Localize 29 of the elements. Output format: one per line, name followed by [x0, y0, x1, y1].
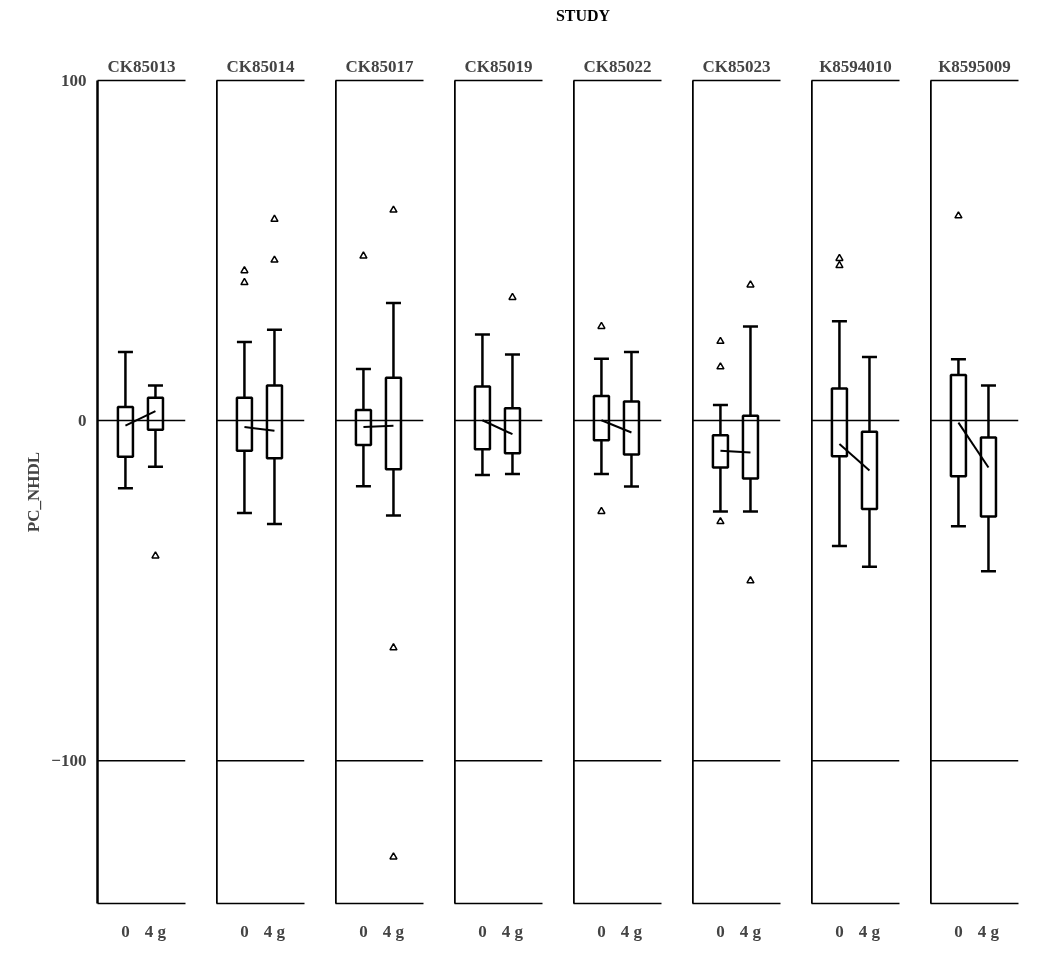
y-axis-title: PC_NHDL: [24, 451, 44, 533]
y-tick-label: 100: [61, 71, 87, 90]
x-tick-label: 4 g: [620, 921, 643, 941]
y-tick-label: 0: [78, 411, 87, 431]
x-tick-label: 0: [716, 921, 725, 941]
x-tick-label: 4 g: [144, 921, 167, 941]
chart-title: K8594010: [819, 56, 892, 76]
x-tick-label: 0: [121, 921, 130, 941]
y-tick-label: −100: [51, 751, 87, 771]
x-tick-label: 4 g: [858, 921, 881, 941]
x-tick-label: 0: [597, 921, 606, 941]
x-tick-label: 4 g: [263, 921, 286, 941]
x-tick-label: 4 g: [382, 921, 405, 941]
x-tick-label: 4 g: [977, 921, 1000, 941]
chart-title: CK85019: [464, 56, 533, 76]
text: STUDY: [555, 6, 611, 26]
x-tick-label: 0: [954, 921, 963, 941]
x-tick-label: 0: [359, 921, 368, 941]
chart-title: CK85023: [702, 56, 771, 76]
x-tick-label: 0: [478, 921, 487, 941]
x-tick-label: 4 g: [739, 921, 762, 941]
chart-title: CK85014: [226, 56, 295, 76]
chart-title: CK85022: [583, 56, 652, 76]
x-tick-label: 0: [835, 921, 844, 941]
x-tick-label: 0: [240, 921, 249, 941]
chart-title: CK85017: [345, 56, 414, 76]
x-tick-label: 4 g: [501, 921, 524, 941]
chart-title: CK85013: [107, 56, 176, 76]
chart-title: K8595009: [938, 56, 1011, 76]
